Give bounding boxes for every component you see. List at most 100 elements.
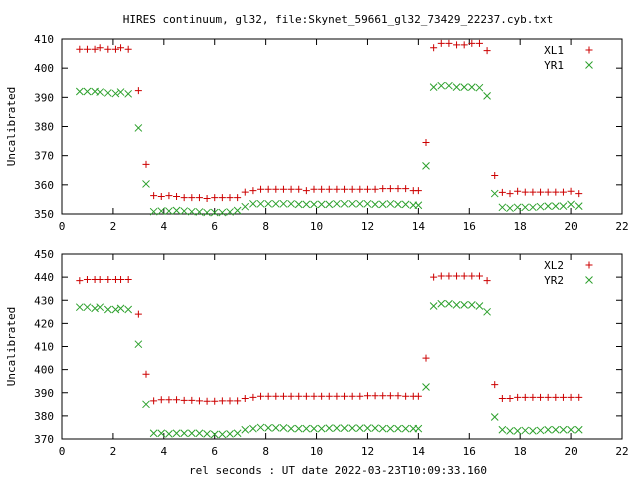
data-point-xl1 [453,41,461,49]
data-point-yr2 [325,424,334,432]
data-point-yr1 [187,207,196,216]
data-point-yr1 [249,199,257,208]
data-point-xl2 [483,277,491,285]
data-point-xl1 [241,188,249,196]
data-point-yr2 [149,429,158,438]
data-point-xl2 [211,397,219,405]
data-point-xl2 [173,396,181,404]
data-point-xl1 [333,185,341,193]
data-point-yr1 [498,203,507,212]
data-point-xl2 [460,272,468,280]
data-point-xl1 [371,185,379,193]
data-point-yr2 [386,424,395,433]
y-tick-label: 410 [34,33,54,46]
data-point-yr1 [506,204,514,213]
data-point-xl2 [165,396,173,404]
data-point-xl2 [544,393,552,401]
legend-label: XL2 [544,259,564,272]
data-point-yr2 [310,424,318,433]
data-point-xl1 [264,185,272,193]
y-tick-label: 450 [34,248,54,261]
data-point-xl1 [529,188,537,196]
data-point-xl1 [483,47,491,55]
x-tick-label: 14 [412,220,426,233]
data-point-yr2 [157,429,166,438]
data-point-yr2 [475,302,484,310]
legend-label: XL1 [544,44,564,57]
data-point-xl2 [430,273,438,281]
x-tick-label: 22 [615,445,628,458]
data-point-xl1 [287,185,295,193]
data-point-xl1 [394,185,402,193]
x-axis-label: rel seconds : UT date 2022-03-23T10:09:3… [189,464,487,477]
data-point-xl2 [241,395,249,403]
data-point-xl1 [76,45,84,53]
data-point-xl2 [341,392,349,400]
data-point-xl1 [521,188,529,196]
data-point-yr2 [75,303,84,312]
data-point-xl1 [134,87,142,95]
data-point-yr1 [218,208,227,217]
x-tick-label: 16 [463,445,476,458]
data-point-yr1 [149,207,158,216]
data-point-xl2 [506,395,514,403]
data-point-xl2 [226,397,234,405]
data-point-xl1 [96,44,104,52]
data-point-yr2 [302,424,311,433]
data-point-yr2 [279,424,288,432]
data-point-xl2 [402,392,410,400]
data-point-yr1 [386,199,395,208]
data-point-yr1 [422,162,430,170]
data-point-yr2 [536,426,545,435]
data-point-xl2 [249,393,257,401]
data-point-xl1 [91,45,99,53]
data-point-yr1 [340,199,349,208]
data-point-yr1 [460,83,469,91]
data-point-yr1 [302,200,311,209]
data-point-yr2 [96,303,105,312]
data-point-xl2 [514,393,522,401]
x-tick-label: 6 [211,445,218,458]
data-point-yr1 [210,208,219,217]
data-point-xl1 [437,39,445,47]
x-tick-label: 18 [514,220,527,233]
data-point-xl1 [272,185,280,193]
data-point-yr1 [429,83,438,91]
data-point-xl1 [475,39,483,47]
data-point-yr1 [203,208,211,217]
data-point-xl1 [356,185,364,193]
x-tick-label: 12 [361,220,374,233]
x-tick-label: 0 [59,445,66,458]
y-tick-label: 370 [34,433,54,446]
data-point-xl1 [422,139,430,147]
data-point-yr1 [75,87,84,96]
data-point-yr1 [264,199,273,208]
data-point-yr2 [91,304,99,313]
data-point-yr2 [378,424,387,433]
data-point-xl2 [537,393,545,401]
data-point-yr1 [271,199,280,208]
data-point-yr2 [401,424,410,433]
x-tick-label: 2 [110,445,117,458]
data-point-xl2 [295,392,303,400]
data-point-xl1 [180,194,188,202]
x-tick-label: 22 [615,220,628,233]
data-point-yr2 [172,429,181,438]
data-point-xl1 [348,185,356,193]
data-point-xl1 [567,187,575,195]
data-point-yr2 [195,429,204,438]
data-point-yr2 [529,427,537,435]
data-point-xl1 [514,187,522,195]
y-tick-label: 360 [34,179,54,192]
data-point-xl2 [218,397,226,405]
data-point-yr1 [103,89,112,97]
data-point-yr2 [348,424,357,432]
data-point-xl2 [180,396,188,404]
x-tick-label: 0 [59,220,66,233]
data-point-yr1 [180,207,189,215]
data-point-xl2 [188,396,196,404]
data-point-yr2 [490,413,499,421]
data-point-xl2 [437,272,445,280]
data-point-yr1 [467,83,476,91]
data-point-yr1 [378,200,387,209]
